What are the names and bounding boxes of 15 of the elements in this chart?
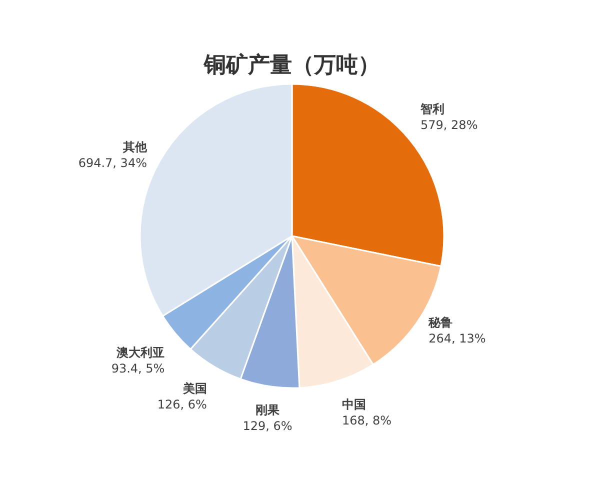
data-label: 168, 8%: [342, 413, 392, 428]
slice-label: 美国: [182, 382, 207, 396]
slice-label: 中国: [342, 397, 366, 412]
slice-label: 刚果: [255, 403, 280, 418]
data-label: 93.4, 5%: [111, 362, 165, 376]
data-label: 129, 6%: [242, 419, 292, 434]
data-label: 264, 13%: [428, 331, 486, 346]
data-label: 694.7, 34%: [78, 156, 147, 170]
data-label: 126, 6%: [157, 398, 207, 412]
slice-label: 澳大利亚: [116, 346, 165, 360]
slice-label: 智利: [420, 102, 445, 116]
chart-title: 铜矿产量（万吨）: [203, 52, 380, 78]
slice-label: 其他: [122, 140, 148, 154]
data-label: 579, 28%: [420, 118, 478, 132]
slice-label: 秘鲁: [428, 315, 453, 330]
